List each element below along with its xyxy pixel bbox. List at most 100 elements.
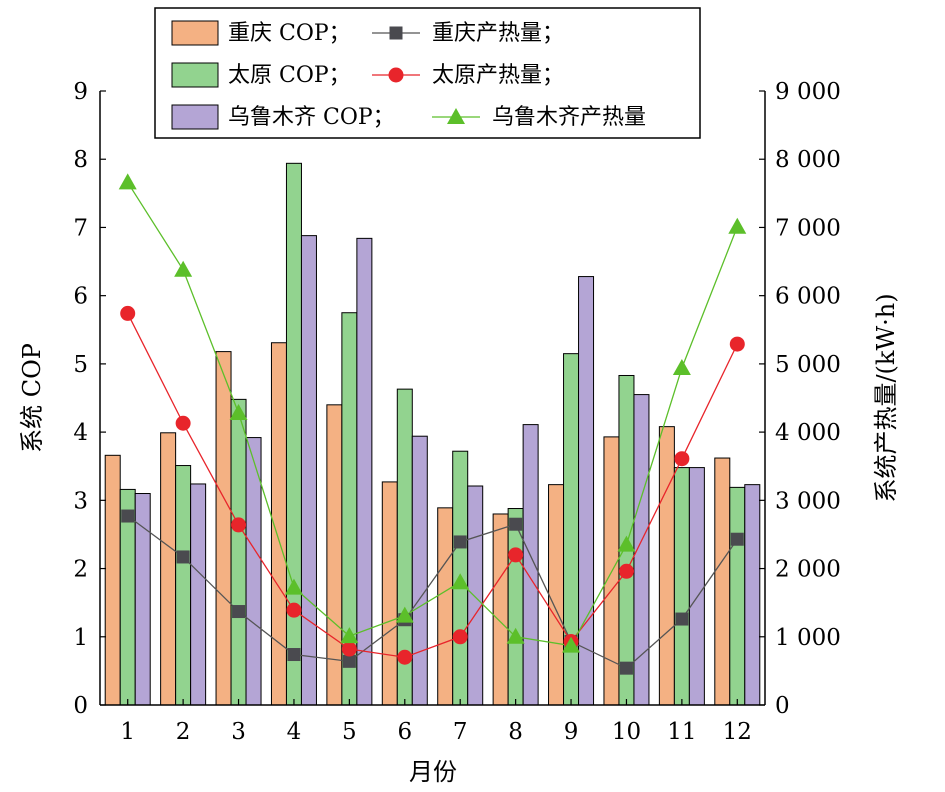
point-3-1 xyxy=(118,173,137,190)
legend-line-label-1: 重庆产热量； xyxy=(432,21,564,46)
series-line-2 xyxy=(127,313,738,658)
legend-swatch-3 xyxy=(171,104,219,130)
legend-swatch-2 xyxy=(171,62,219,88)
point-3-8 xyxy=(506,627,525,644)
legend-swatch-1 xyxy=(171,20,219,46)
y-tick-label: 8 xyxy=(73,147,88,173)
bar-1-7 xyxy=(437,507,454,706)
y-tick-label: 1 xyxy=(73,625,88,651)
y-tick-label: 9 xyxy=(73,79,88,105)
y2-tick-label: 3 000 xyxy=(775,488,841,514)
point-3-7 xyxy=(451,573,470,590)
legend-label-2: 太原 COP； xyxy=(228,63,351,88)
point-1-7 xyxy=(453,535,467,549)
legend-line-label-2: 太原产热量； xyxy=(432,63,564,88)
point-3-10 xyxy=(617,535,636,552)
point-2-8 xyxy=(508,547,524,563)
bar-3-6 xyxy=(411,435,428,706)
series-line-3 xyxy=(127,182,738,647)
legend-label-1: 重庆 COP； xyxy=(228,21,351,46)
x-tick-label: 12 xyxy=(723,719,752,745)
legend-marker-2 xyxy=(388,67,404,83)
point-1-2 xyxy=(176,550,190,564)
y-tick-label: 3 xyxy=(73,488,88,514)
point-1-12 xyxy=(730,532,744,546)
bar-3-9 xyxy=(578,276,595,706)
y2-tick-label: 8 000 xyxy=(775,147,841,173)
bar-1-12 xyxy=(714,457,731,706)
y2-tick-label: 6 000 xyxy=(775,284,841,310)
y2-tick-label: 7 000 xyxy=(775,215,841,241)
y2-tick-label: 5 000 xyxy=(775,352,841,378)
point-2-1 xyxy=(120,305,136,321)
bar-2-11 xyxy=(673,467,690,706)
x-tick-label: 1 xyxy=(120,719,135,745)
point-3-5 xyxy=(340,627,359,644)
bar-1-2 xyxy=(160,432,177,706)
point-3-12 xyxy=(728,217,747,234)
point-3-9 xyxy=(562,636,581,653)
x-tick-label: 11 xyxy=(667,719,696,745)
x-axis-title: 月份 xyxy=(409,758,457,786)
point-1-8 xyxy=(509,517,523,531)
lines-layer xyxy=(118,173,747,675)
x-tick-label: 4 xyxy=(287,719,302,745)
legend: 重庆 COP； 重庆产热量； 太原 COP； 太原产热量； 乌鲁木齐 COP； 乌鲁木齐产… xyxy=(154,7,701,139)
point-3-11 xyxy=(672,358,691,375)
series-line-1 xyxy=(127,515,738,669)
bar-1-3 xyxy=(215,351,232,706)
point-1-10 xyxy=(619,661,633,675)
y-tick-label: 0 xyxy=(73,693,88,719)
point-1-5 xyxy=(342,654,356,668)
x-tick-label: 6 xyxy=(397,719,412,745)
x-tick-label: 5 xyxy=(342,719,357,745)
x-tick-label: 7 xyxy=(453,719,468,745)
bar-3-8 xyxy=(522,424,539,706)
x-tick-label: 8 xyxy=(508,719,523,745)
point-3-3 xyxy=(229,404,248,421)
bar-3-11 xyxy=(688,467,705,706)
point-2-3 xyxy=(231,517,247,533)
y-tick-label: 7 xyxy=(73,215,88,241)
bar-2-8 xyxy=(507,508,524,706)
y2-axis-title: 系统产热量/(kW·h) xyxy=(872,293,900,502)
legend-items: 重庆 COP； 重庆产热量； 太原 COP； 太原产热量； 乌鲁木齐 COP； 乌鲁木齐产… xyxy=(171,20,646,130)
point-1-1 xyxy=(121,509,135,523)
bar-3-4 xyxy=(300,235,317,706)
legend-marker-3 xyxy=(447,108,465,124)
point-2-7 xyxy=(452,629,468,645)
point-1-11 xyxy=(675,612,689,626)
y-tick-label: 6 xyxy=(73,284,88,310)
point-3-2 xyxy=(174,260,193,277)
legend-box xyxy=(154,7,701,139)
x-tick-label: 9 xyxy=(564,719,579,745)
bars-layer xyxy=(104,162,761,706)
point-3-6 xyxy=(395,606,414,623)
x-tick-label: 10 xyxy=(612,719,641,745)
bar-3-1 xyxy=(134,493,151,706)
x-tick-label: 3 xyxy=(231,719,246,745)
legend-line-label-3: 乌鲁木齐产热量 xyxy=(492,105,646,130)
point-1-3 xyxy=(232,605,246,619)
point-2-4 xyxy=(286,602,302,618)
point-2-11 xyxy=(674,451,690,467)
bar-1-9 xyxy=(548,484,565,706)
bar-3-12 xyxy=(744,484,761,706)
bar-3-7 xyxy=(467,485,484,706)
bar-3-2 xyxy=(190,483,207,706)
x-tick-label: 2 xyxy=(176,719,191,745)
y2-tick-label: 2 000 xyxy=(775,557,841,583)
bar-3-5 xyxy=(356,237,373,706)
bar-2-4 xyxy=(285,162,302,706)
y-axis-title: 系统 COP xyxy=(18,343,46,453)
bar-1-11 xyxy=(658,426,675,706)
bar-1-8 xyxy=(492,513,509,706)
point-2-10 xyxy=(618,563,634,579)
y2-tick-label: 0 xyxy=(775,693,790,719)
point-3-4 xyxy=(284,578,303,595)
legend-label-3: 乌鲁木齐 COP； xyxy=(228,105,395,130)
point-2-6 xyxy=(397,649,413,665)
point-2-12 xyxy=(729,336,745,352)
